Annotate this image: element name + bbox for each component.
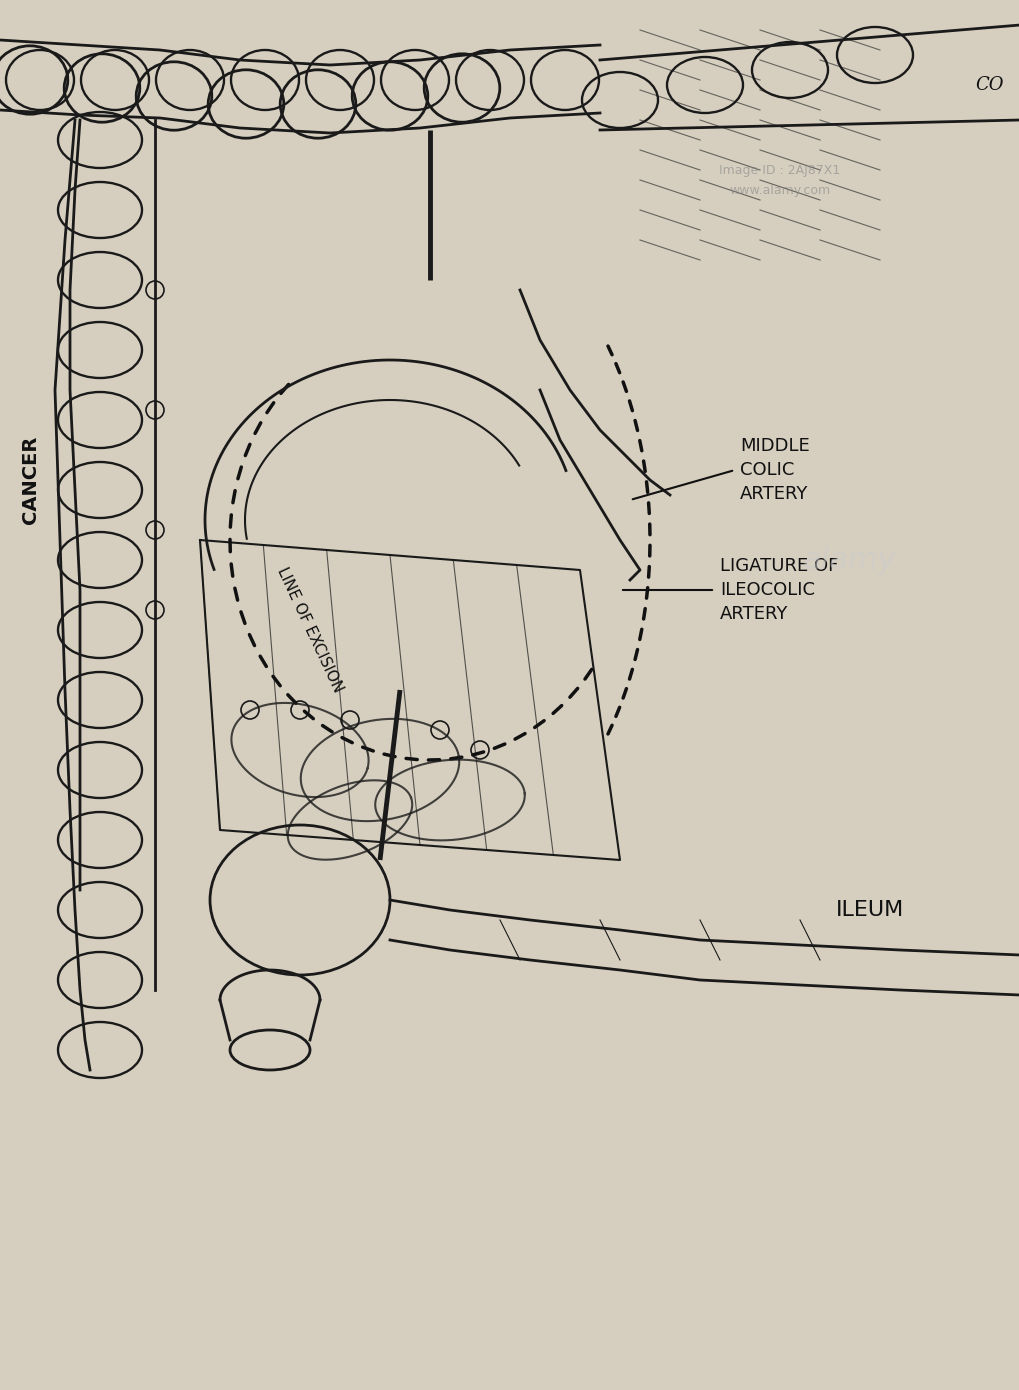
Text: CO: CO [975,76,1004,95]
Text: www.alamy.com: www.alamy.com [729,183,829,196]
Text: LINE OF EXCISION: LINE OF EXCISION [274,566,345,695]
Text: ILEUM: ILEUM [835,899,903,920]
Text: MIDDLE
COLIC
ARTERY: MIDDLE COLIC ARTERY [739,438,809,503]
Text: CANCER: CANCER [20,436,40,524]
Text: LIGATURE OF
ILEOCOLIC
ARTERY: LIGATURE OF ILEOCOLIC ARTERY [719,557,838,623]
Text: alamy: alamy [802,545,896,574]
Text: Image ID : 2AJ87X1: Image ID : 2AJ87X1 [718,164,840,177]
